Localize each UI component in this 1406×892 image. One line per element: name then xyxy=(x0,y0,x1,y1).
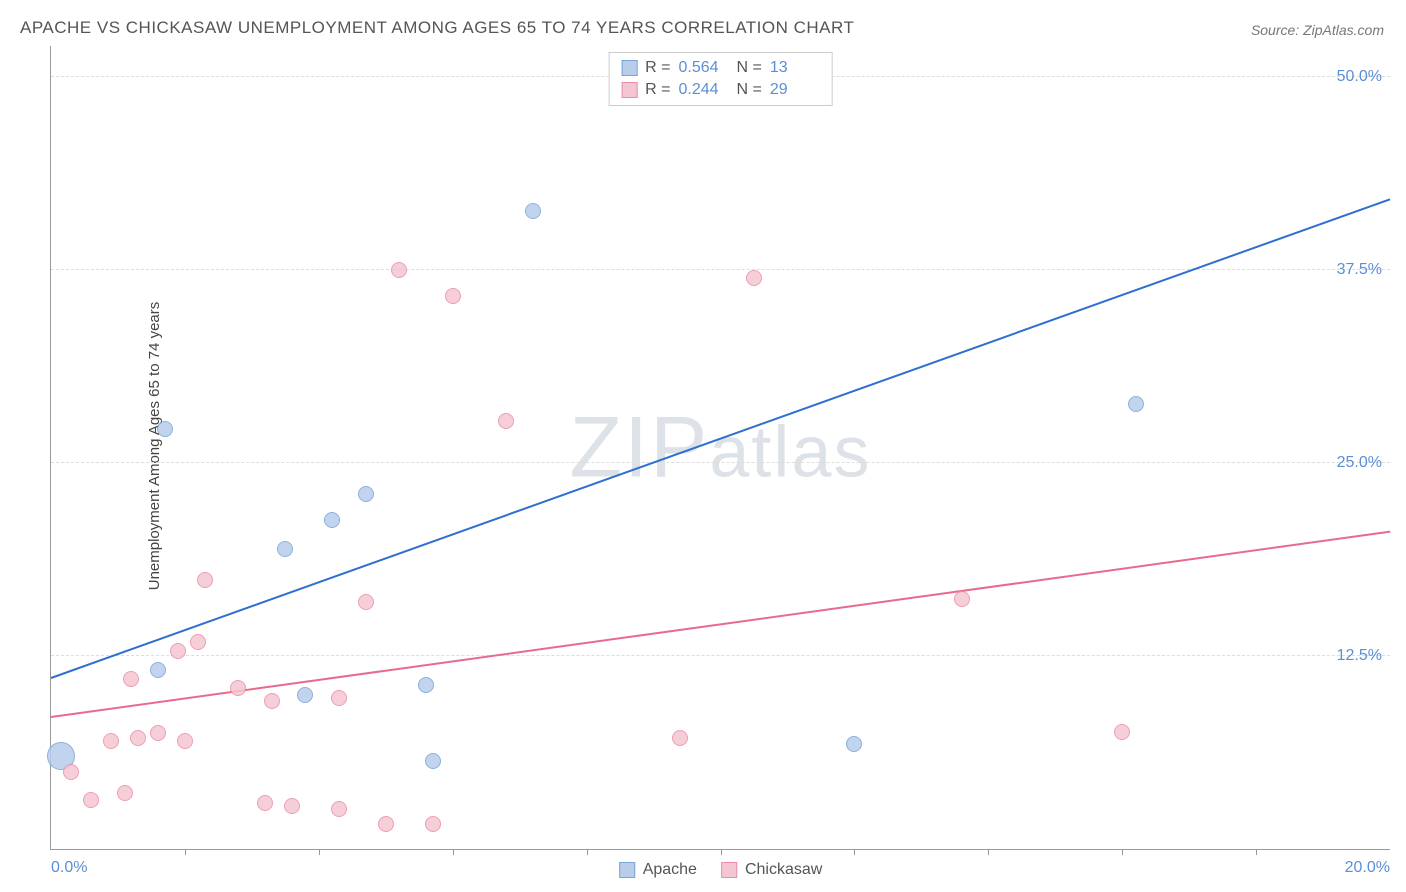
correlation-legend: R = 0.564 N = 13 R = 0.244 N = 29 xyxy=(608,52,833,106)
chickasaw-label: Chickasaw xyxy=(745,861,822,879)
data-point xyxy=(846,736,862,752)
data-point xyxy=(150,662,166,678)
legend-row-chickasaw: R = 0.244 N = 29 xyxy=(621,79,820,101)
xtick-mark xyxy=(319,849,320,855)
apache-swatch xyxy=(621,60,637,76)
legend-row-apache: R = 0.564 N = 13 xyxy=(621,57,820,79)
data-point xyxy=(284,798,300,814)
data-point xyxy=(358,594,374,610)
data-point xyxy=(324,512,340,528)
data-point xyxy=(177,733,193,749)
r-label: R = xyxy=(645,79,670,101)
data-point xyxy=(1114,724,1130,740)
chickasaw-swatch-icon xyxy=(721,862,737,878)
gridline xyxy=(51,655,1390,656)
apache-n-value: 13 xyxy=(770,57,820,79)
data-point xyxy=(425,816,441,832)
data-point xyxy=(297,687,313,703)
chickasaw-r-value: 0.244 xyxy=(679,79,729,101)
data-point xyxy=(358,486,374,502)
apache-swatch-icon xyxy=(619,862,635,878)
ytick-label: 50.0% xyxy=(1337,68,1382,86)
xtick-mark xyxy=(988,849,989,855)
data-point xyxy=(197,572,213,588)
data-point xyxy=(331,801,347,817)
xtick-label: 20.0% xyxy=(1345,859,1390,877)
trend-line xyxy=(51,198,1391,679)
data-point xyxy=(264,693,280,709)
n-label: N = xyxy=(737,57,762,79)
data-point xyxy=(150,725,166,741)
apache-r-value: 0.564 xyxy=(679,57,729,79)
data-point xyxy=(331,690,347,706)
chart-plot-area: ZIPatlas R = 0.564 N = 13 R = 0.244 N = … xyxy=(50,46,1390,850)
r-label: R = xyxy=(645,57,670,79)
data-point xyxy=(445,288,461,304)
source-label: Source: ZipAtlas.com xyxy=(1251,22,1384,38)
gridline xyxy=(51,462,1390,463)
data-point xyxy=(170,643,186,659)
legend-item-apache: Apache xyxy=(619,861,697,879)
data-point xyxy=(425,753,441,769)
data-point xyxy=(190,634,206,650)
chickasaw-swatch xyxy=(621,82,637,98)
data-point xyxy=(391,262,407,278)
data-point xyxy=(117,785,133,801)
trend-line xyxy=(51,530,1390,717)
watermark-part2: atlas xyxy=(709,412,871,492)
data-point xyxy=(746,270,762,286)
data-point xyxy=(498,413,514,429)
xtick-mark xyxy=(185,849,186,855)
data-point xyxy=(378,816,394,832)
xtick-mark xyxy=(854,849,855,855)
data-point xyxy=(157,421,173,437)
data-point xyxy=(130,730,146,746)
watermark: ZIPatlas xyxy=(570,398,872,497)
xtick-label: 0.0% xyxy=(51,859,87,877)
series-legend: Apache Chickasaw xyxy=(619,861,823,879)
n-label: N = xyxy=(737,79,762,101)
data-point xyxy=(123,671,139,687)
xtick-mark xyxy=(721,849,722,855)
data-point xyxy=(277,541,293,557)
data-point xyxy=(257,795,273,811)
data-point xyxy=(83,792,99,808)
ytick-label: 25.0% xyxy=(1337,454,1382,472)
xtick-mark xyxy=(587,849,588,855)
watermark-part1: ZIP xyxy=(570,399,710,495)
ytick-label: 37.5% xyxy=(1337,261,1382,279)
xtick-mark xyxy=(1122,849,1123,855)
data-point xyxy=(525,203,541,219)
ytick-label: 12.5% xyxy=(1337,647,1382,665)
chickasaw-n-value: 29 xyxy=(770,79,820,101)
xtick-mark xyxy=(1256,849,1257,855)
data-point xyxy=(230,680,246,696)
apache-label: Apache xyxy=(643,861,697,879)
data-point xyxy=(63,764,79,780)
data-point xyxy=(1128,396,1144,412)
xtick-mark xyxy=(453,849,454,855)
legend-item-chickasaw: Chickasaw xyxy=(721,861,822,879)
data-point xyxy=(954,591,970,607)
data-point xyxy=(672,730,688,746)
chart-title: APACHE VS CHICKASAW UNEMPLOYMENT AMONG A… xyxy=(20,18,854,38)
data-point xyxy=(418,677,434,693)
data-point xyxy=(103,733,119,749)
